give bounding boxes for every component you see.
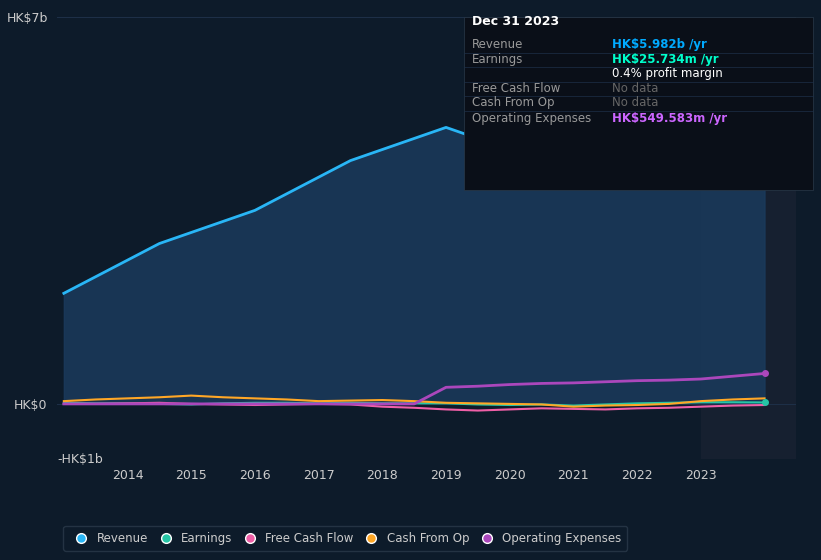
Text: HK$25.734m /yr: HK$25.734m /yr [612, 53, 718, 66]
Text: Operating Expenses: Operating Expenses [472, 111, 591, 124]
Text: HK$5.982b /yr: HK$5.982b /yr [612, 38, 707, 50]
Text: 0.4% profit margin: 0.4% profit margin [612, 67, 722, 80]
Text: -HK$1b: -HK$1b [57, 452, 103, 466]
Text: Earnings: Earnings [472, 53, 524, 66]
Text: No data: No data [612, 96, 658, 109]
Text: Dec 31 2023: Dec 31 2023 [472, 15, 559, 28]
Text: Revenue: Revenue [472, 38, 524, 50]
Bar [701, 17, 796, 459]
Text: No data: No data [612, 82, 658, 95]
Legend: Revenue, Earnings, Free Cash Flow, Cash From Op, Operating Expenses: Revenue, Earnings, Free Cash Flow, Cash … [63, 526, 627, 550]
Text: Free Cash Flow: Free Cash Flow [472, 82, 561, 95]
Text: Cash From Op: Cash From Op [472, 96, 554, 109]
Text: HK$549.583m /yr: HK$549.583m /yr [612, 111, 727, 124]
